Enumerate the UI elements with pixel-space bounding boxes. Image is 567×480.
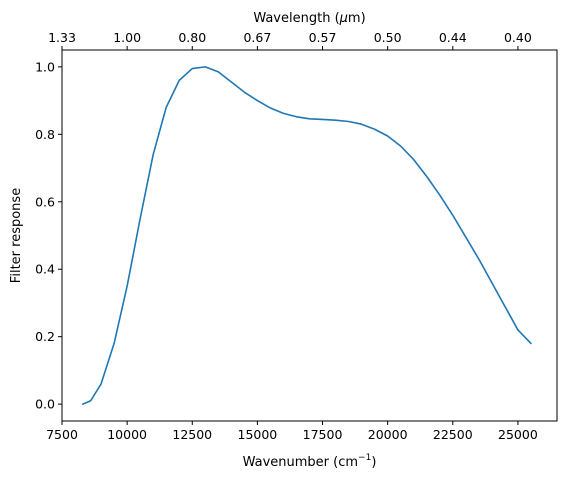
- y-tick-label: 0.4: [35, 262, 55, 277]
- plot-frame: [61, 49, 558, 422]
- top-tick-label: 0.50: [374, 30, 402, 45]
- top-axis-title-main: Wavelength (: [253, 11, 339, 26]
- x-tick-label: 17500: [303, 427, 343, 442]
- x-tick-label: 7500: [46, 427, 78, 442]
- top-axis-title-close: m): [348, 11, 366, 26]
- x-axis-title: Wavenumber (cm−1): [243, 453, 377, 470]
- top-tick-label: 0.44: [439, 30, 467, 45]
- x-tick-label: 15000: [238, 427, 278, 442]
- x-axis-title-superscript: −1: [358, 453, 371, 463]
- x-tick-label: 22500: [433, 427, 473, 442]
- top-tick-label: 0.57: [309, 30, 337, 45]
- x-tick-label: 10000: [107, 427, 147, 442]
- top-tick-label: 0.67: [243, 30, 271, 45]
- x-tick-label: 25000: [498, 427, 538, 442]
- series-line-0: [82, 66, 532, 405]
- top-axis-title-mu: μ: [339, 11, 348, 26]
- y-axis-title: Filter response: [9, 188, 24, 283]
- y-tick-label: 0.8: [35, 127, 55, 142]
- top-tick-label: 1.33: [48, 30, 76, 45]
- top-axis-title: Wavelength (μm): [253, 11, 365, 26]
- x-tick-label: 12500: [172, 427, 212, 442]
- top-tick-label: 1.00: [113, 30, 141, 45]
- x-tick-label: 20000: [368, 427, 408, 442]
- y-tick-label: 0.2: [35, 329, 55, 344]
- y-tick-label: 0.0: [35, 397, 55, 412]
- y-tick-label: 0.6: [35, 194, 55, 209]
- x-axis-title-main: Wavenumber (cm: [243, 455, 358, 470]
- top-tick-label: 0.40: [504, 30, 532, 45]
- chart-marks: [82, 66, 532, 405]
- x-axis-ticks: 7500 10000 12500 15000 17500 20000 22500 25000: [46, 421, 538, 442]
- y-axis-ticks: 0.0 0.2 0.4 0.6 0.8 1.0: [35, 59, 62, 412]
- top-axis-ticks: 1.33 1.00 0.80 0.67 0.57 0.50 0.44 0.40: [48, 30, 532, 50]
- y-tick-label: 1.0: [35, 59, 55, 74]
- x-axis-title-close: ): [371, 455, 376, 470]
- top-tick-label: 0.80: [178, 30, 206, 45]
